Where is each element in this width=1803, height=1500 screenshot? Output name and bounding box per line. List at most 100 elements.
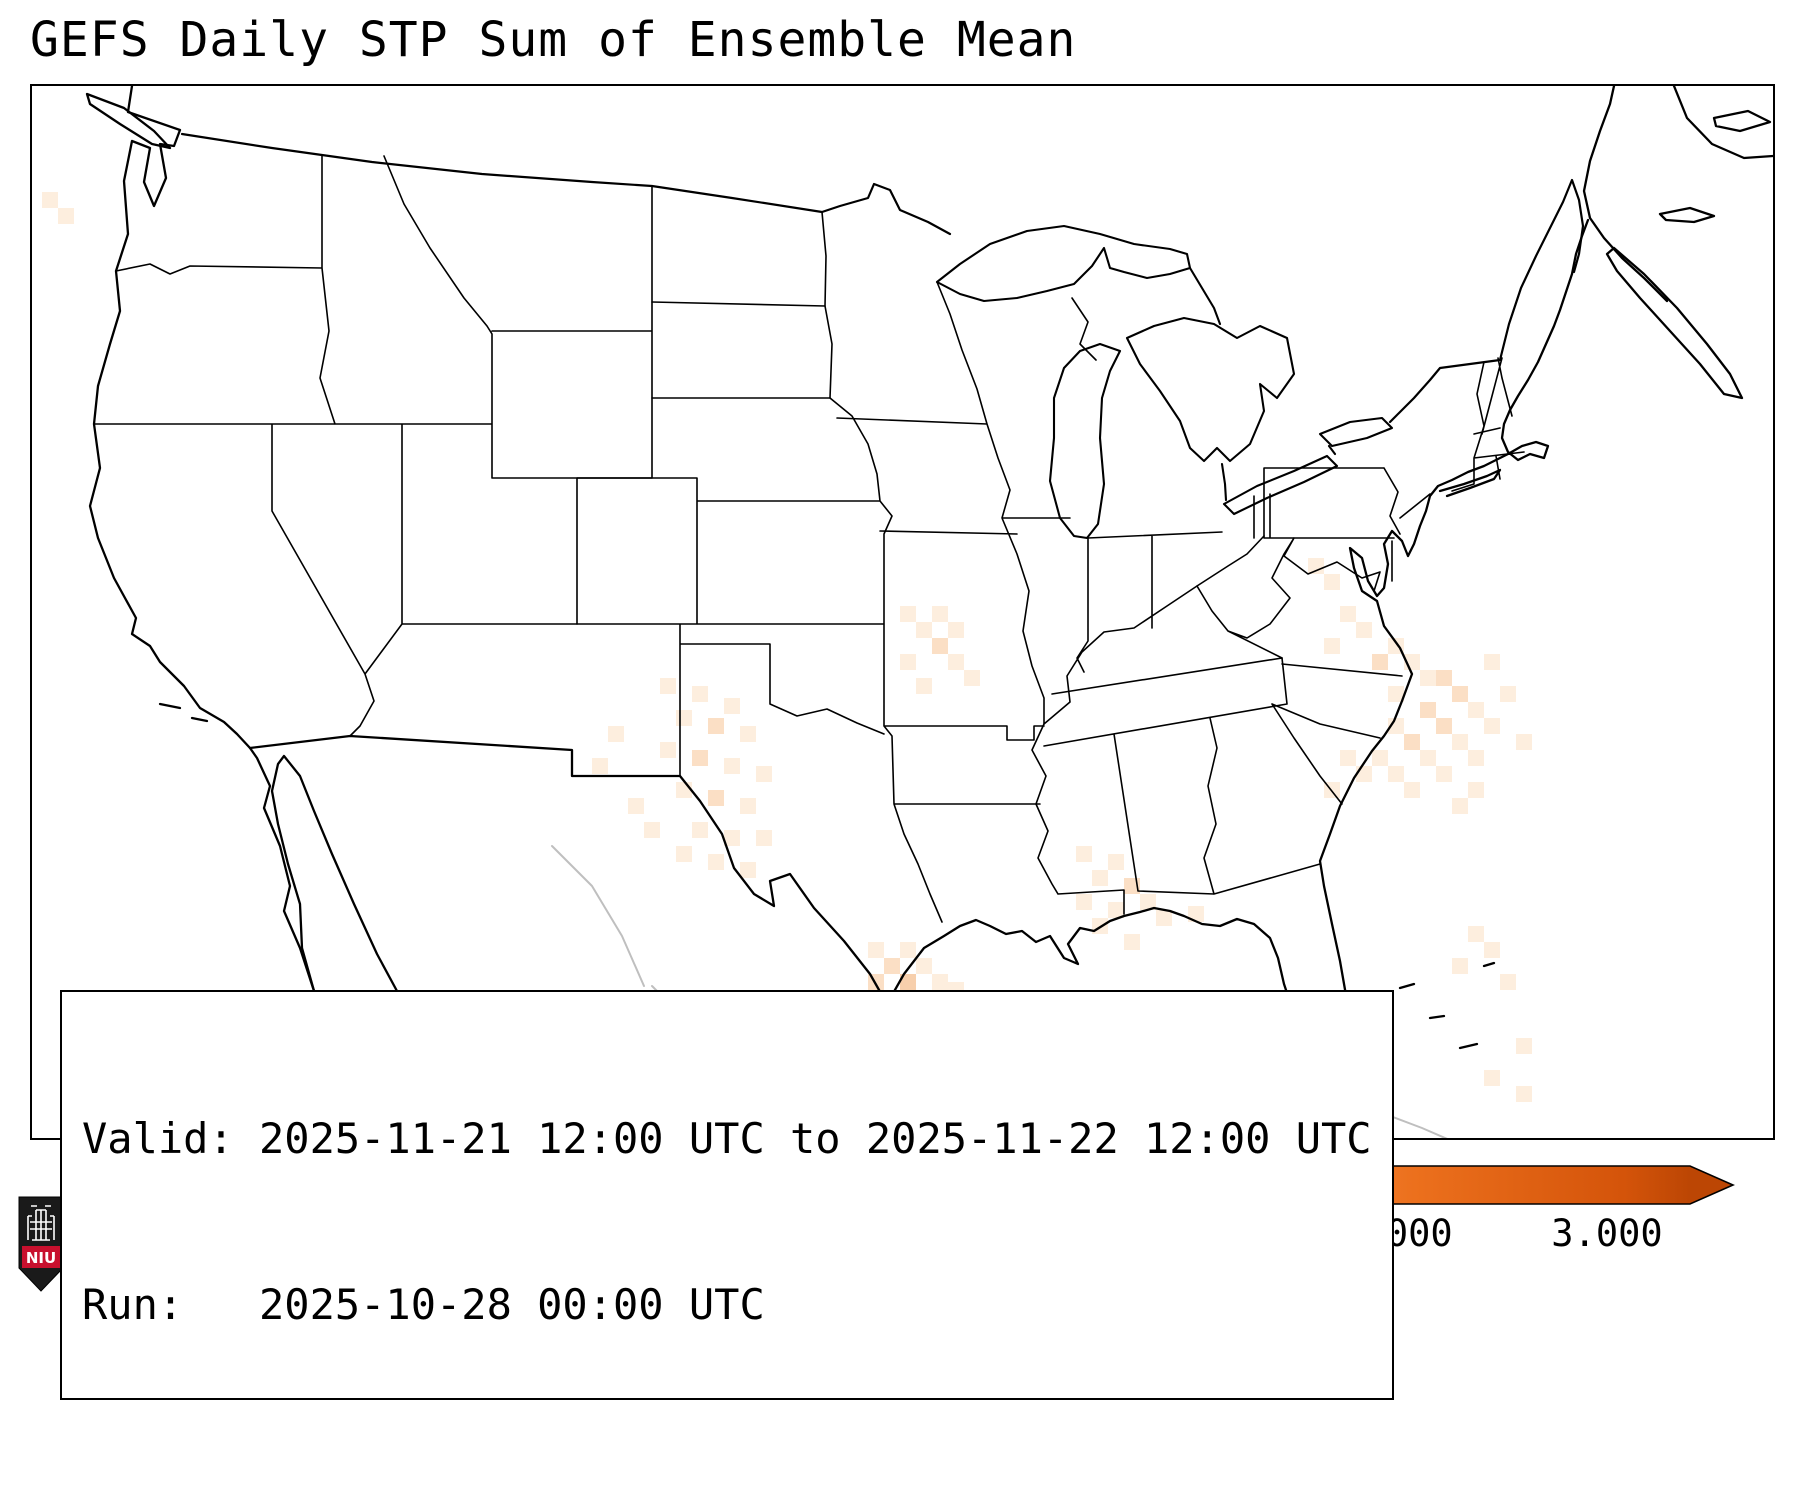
stp-cell xyxy=(756,830,772,846)
stp-cell xyxy=(948,654,964,670)
stp-cell xyxy=(964,670,980,686)
stp-cell xyxy=(676,782,692,798)
stp-cell xyxy=(1340,606,1356,622)
stp-cell xyxy=(1420,670,1436,686)
stp-cell xyxy=(756,766,772,782)
long-island-path xyxy=(1438,468,1502,498)
stp-cell xyxy=(1500,686,1516,702)
stp-cell xyxy=(1420,702,1436,718)
stp-cell xyxy=(900,974,916,990)
west-coast-path xyxy=(88,86,364,1138)
stp-cell xyxy=(660,678,676,694)
niu-logo: NIU xyxy=(18,1196,64,1292)
stp-cell xyxy=(884,958,900,974)
stp-cell xyxy=(916,678,932,694)
stp-cell xyxy=(724,758,740,774)
stp-cell xyxy=(1124,934,1140,950)
stp-cell xyxy=(1356,766,1372,782)
stp-cell xyxy=(1076,894,1092,910)
stp-cell xyxy=(724,698,740,714)
stp-cell xyxy=(1484,942,1500,958)
lake-michigan-path xyxy=(1048,342,1122,540)
stp-cell xyxy=(1452,734,1468,750)
stp-cell xyxy=(1484,654,1500,670)
bahamas-islands-path xyxy=(1398,961,1496,1050)
stp-cell xyxy=(1484,718,1500,734)
info-box: Valid: 2025-11-21 12:00 UTC to 2025-11-2… xyxy=(60,990,1394,1401)
gulf-atlantic-coast-path xyxy=(885,218,1590,1086)
stp-cell xyxy=(592,758,608,774)
lake-huron-path xyxy=(1125,316,1296,463)
stp-cell xyxy=(676,710,692,726)
colorbar-tick-label: 3.000 xyxy=(1551,1212,1663,1255)
channel-islands-path xyxy=(158,702,209,723)
stp-cell xyxy=(1092,870,1108,886)
stp-cell xyxy=(948,622,964,638)
canada-border-east-path xyxy=(1388,178,1585,424)
colorbar-right-arrow xyxy=(1690,1166,1733,1204)
state-borders-plains-path xyxy=(576,301,1045,923)
state-borders-west-path xyxy=(93,155,653,737)
canada-border-west-path xyxy=(180,132,952,236)
valid-time-text: Valid: 2025-11-21 12:00 UTC to 2025-11-2… xyxy=(82,1113,1372,1163)
stp-cell xyxy=(1188,906,1204,922)
stp-cell xyxy=(740,798,756,814)
us-mexico-border-path xyxy=(248,734,889,1006)
stp-cell xyxy=(1436,718,1452,734)
great-lakes-layer xyxy=(935,224,1394,540)
stp-cell xyxy=(1156,910,1172,926)
stp-cell xyxy=(1436,670,1452,686)
stp-cell xyxy=(932,606,948,622)
map-svg xyxy=(42,86,1773,1138)
stp-cell xyxy=(900,654,916,670)
stp-cell xyxy=(1516,734,1532,750)
stp-cell xyxy=(608,726,624,742)
stp-cell xyxy=(1372,654,1388,670)
stp-cell xyxy=(1388,686,1404,702)
stp-cell xyxy=(1452,686,1468,702)
stp-cell xyxy=(644,822,660,838)
state-borders-east-path xyxy=(1196,467,1403,677)
vancouver-island-path xyxy=(85,92,172,150)
niu-band xyxy=(22,1246,60,1268)
stp-cell xyxy=(1308,558,1324,574)
stp-cell xyxy=(1468,926,1484,942)
run-time-text: Run: 2025-10-28 00:00 UTC xyxy=(82,1280,765,1330)
stp-cell xyxy=(740,726,756,742)
stp-cell xyxy=(1452,958,1468,974)
lake-connectors-path xyxy=(1188,266,1337,502)
stp-cell xyxy=(1468,702,1484,718)
stp-cell xyxy=(900,942,916,958)
stp-cell xyxy=(1324,638,1340,654)
stp-cell xyxy=(692,750,708,766)
state-borders-layer xyxy=(93,155,1525,923)
map-frame xyxy=(30,84,1775,1140)
stp-cell xyxy=(1468,750,1484,766)
stp-cells-layer xyxy=(42,192,1532,1118)
stp-cell xyxy=(1468,782,1484,798)
stp-cell xyxy=(660,742,676,758)
state-borders-northeast-path xyxy=(1399,357,1525,519)
stp-cell xyxy=(692,686,708,702)
stp-cell xyxy=(1324,574,1340,590)
stp-cell xyxy=(708,790,724,806)
stp-cell xyxy=(724,830,740,846)
maritimes-coast-path xyxy=(1582,86,1773,400)
stp-cell xyxy=(1500,974,1516,990)
stp-cell xyxy=(916,622,932,638)
stp-cell xyxy=(708,854,724,870)
stp-cell xyxy=(708,718,724,734)
stp-cell xyxy=(692,822,708,838)
stp-cell xyxy=(1076,846,1092,862)
state-borders-midwest-path xyxy=(821,211,1265,725)
stp-cell xyxy=(916,958,932,974)
stp-cell xyxy=(1516,1038,1532,1054)
stp-cell xyxy=(868,942,884,958)
coastline-layer xyxy=(85,86,1773,1138)
stp-cell xyxy=(1436,766,1452,782)
lake-ontario-path xyxy=(1318,416,1394,448)
page-title: GEFS Daily STP Sum of Ensemble Mean xyxy=(30,12,1077,68)
stp-cell xyxy=(1108,854,1124,870)
lake-superior-path xyxy=(935,224,1192,303)
stp-cell xyxy=(900,606,916,622)
